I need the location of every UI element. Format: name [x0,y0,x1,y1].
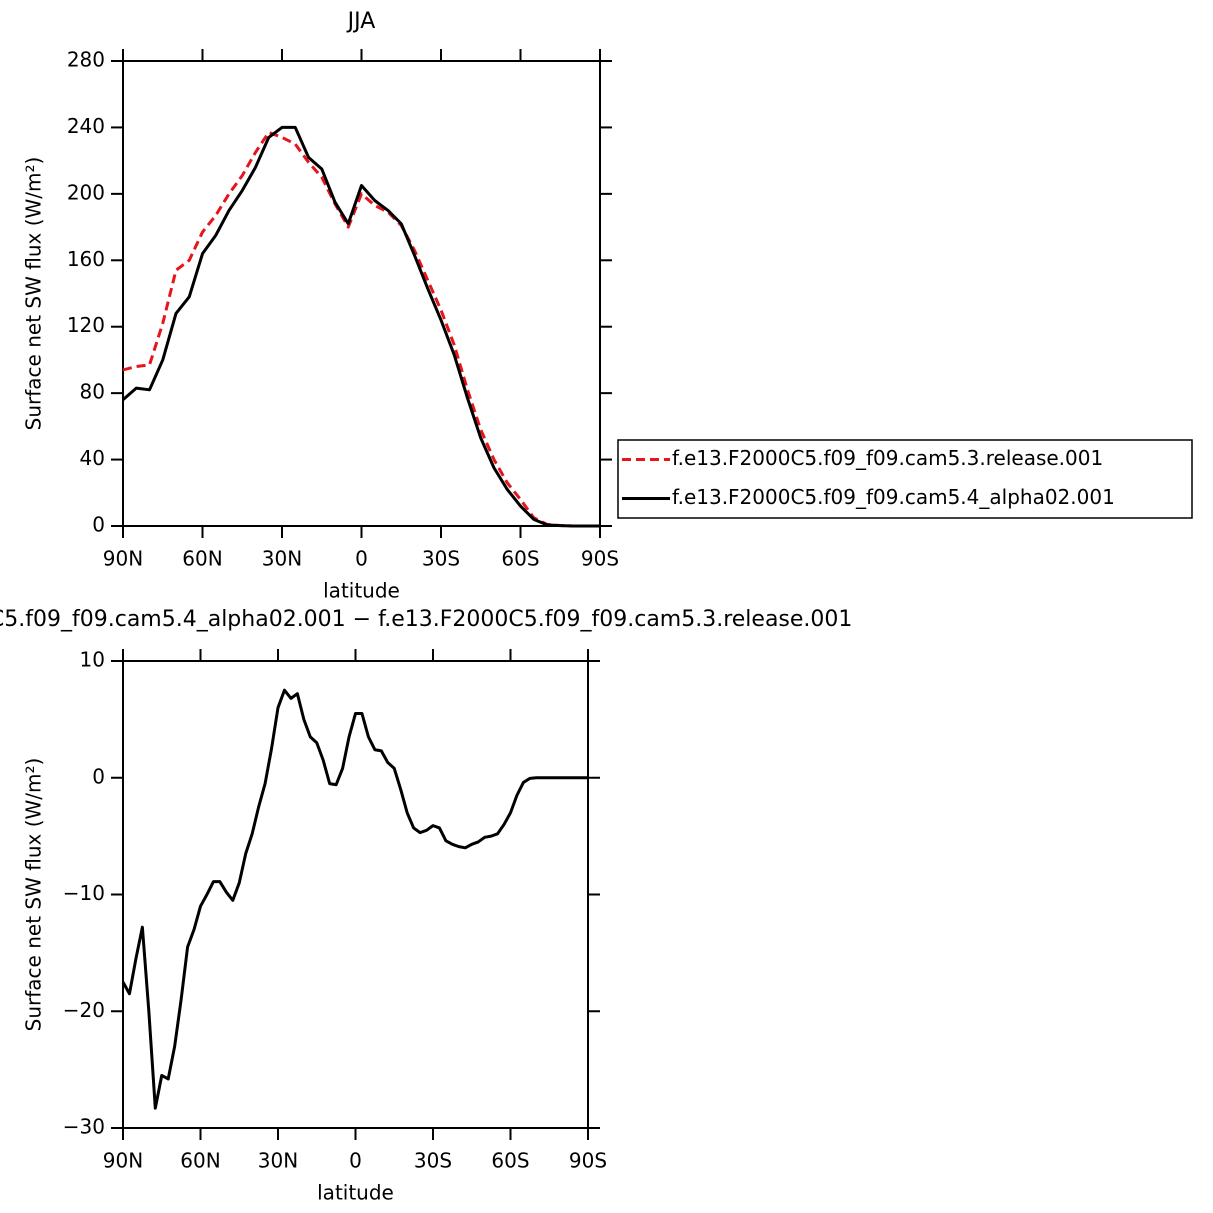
plot-frame [122,60,601,527]
y-tick-label: 240 [67,114,105,138]
y-tick-label: 0 [92,513,105,537]
y-tick-label: 280 [67,48,105,72]
legend-box [617,439,1193,519]
x-tick-label: 0 [349,1149,362,1173]
y-tick-label: 0 [92,764,105,788]
chart-title: JJA [346,9,376,34]
x-tick-label: 60S [501,547,539,571]
x-tick-label: 60N [182,547,222,571]
x-tick-label: 90N [103,1149,143,1173]
x-axis-title: latitude [323,579,400,603]
y-tick-label: −30 [63,1115,105,1139]
chart-title: f.e13.F2000C5.f09_f09.cam5.4_alpha02.001… [0,607,852,632]
plot-frame [122,660,589,1129]
y-tick-label: −20 [63,998,105,1022]
y-axis-title: Surface net SW flux (W/m²) [22,758,46,1032]
x-tick-label: 30S [422,547,460,571]
x-tick-label: 60S [491,1149,529,1173]
x-tick-label: 30N [258,1149,298,1173]
y-tick-label: 200 [67,180,105,204]
legend: f.e13.F2000C5.f09_f09.cam5.3.release.001… [617,439,1193,519]
x-axis-title: latitude [317,1181,394,1205]
x-tick-label: 90N [103,547,143,571]
y-tick-label: 40 [80,446,105,470]
y-tick-label: −10 [63,881,105,905]
x-tick-label: 60N [180,1149,220,1173]
x-tick-label: 0 [355,547,368,571]
y-tick-label: 80 [80,380,105,404]
legend-label: f.e13.F2000C5.f09_f09.cam5.3.release.001 [672,446,1103,470]
legend-label: f.e13.F2000C5.f09_f09.cam5.4_alpha02.001 [672,485,1115,509]
data-line [122,130,600,528]
data-line [122,125,600,528]
x-tick-label: 30N [262,547,302,571]
y-tick-label: 160 [67,247,105,271]
data-line [121,688,588,1110]
y-tick-label: 10 [80,648,105,672]
x-tick-label: 90S [581,547,619,571]
x-tick-label: 90S [569,1149,607,1173]
y-tick-label: 120 [67,313,105,337]
x-tick-label: 30S [414,1149,452,1173]
y-axis-title: Surface net SW flux (W/m²) [22,157,46,431]
